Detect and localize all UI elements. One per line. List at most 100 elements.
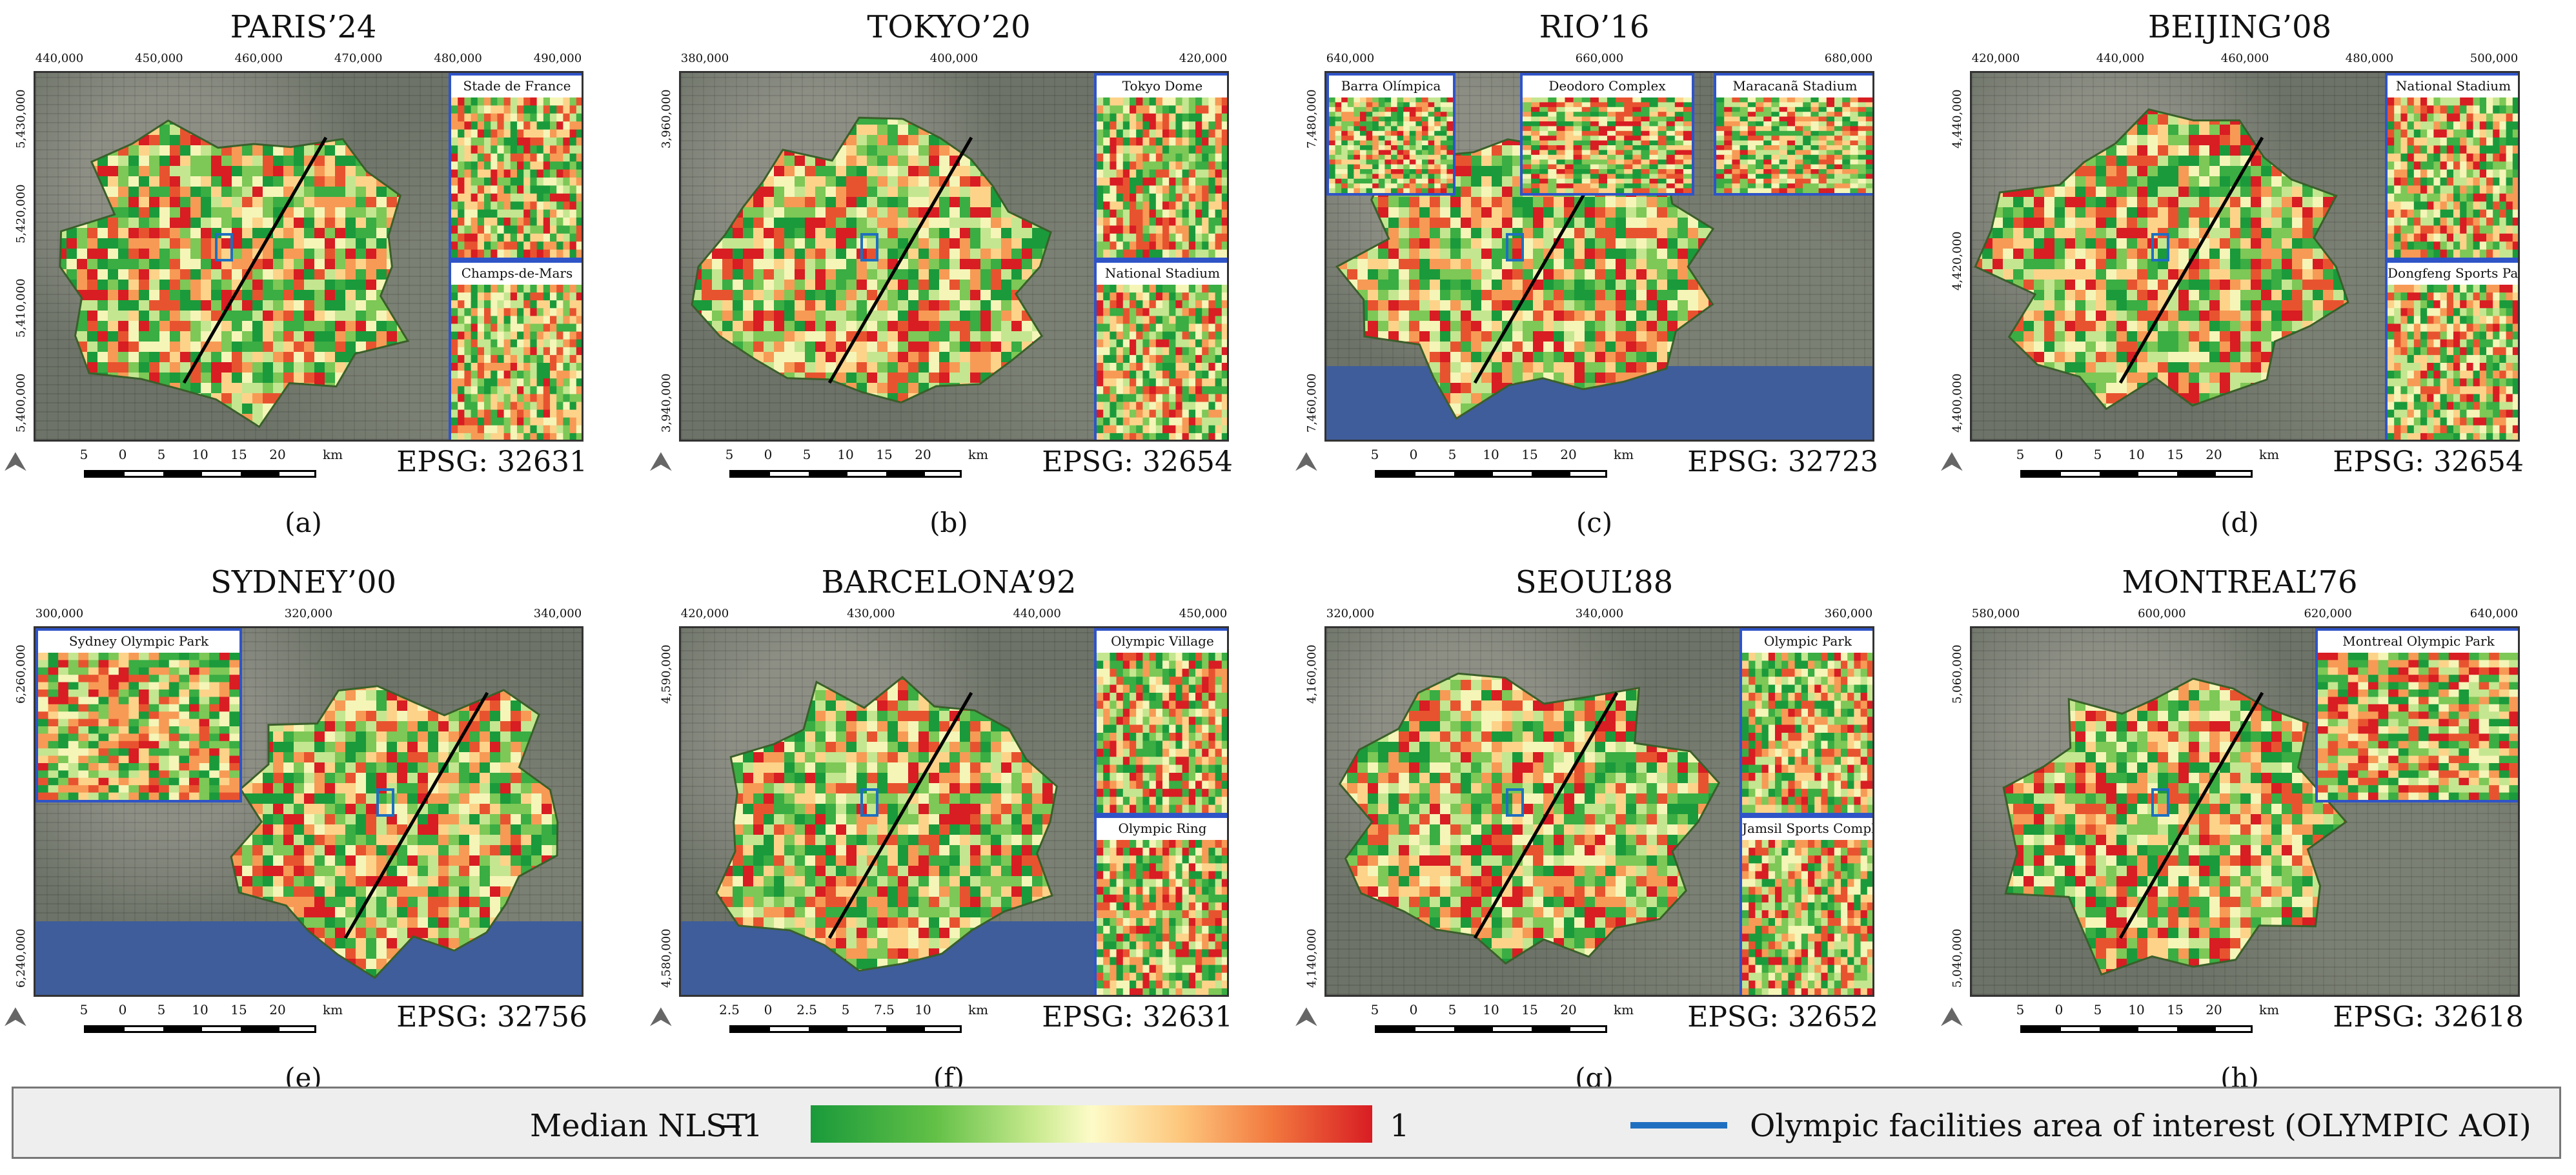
legend-color-ramp	[811, 1105, 1372, 1143]
inset-title: Barra Olímpica	[1329, 76, 1453, 99]
scale-label: 5	[842, 1002, 850, 1017]
olympic-aoi	[1506, 233, 1524, 261]
inset-raster	[451, 97, 582, 258]
olympic-aoi	[860, 233, 878, 261]
inset-body	[1742, 840, 1872, 995]
inset-raster	[2388, 285, 2518, 440]
map-panel-1: PARIS’24 440,000 450,000 460,000 470,000 480,…	[0, 0, 607, 581]
olympic-aoi	[376, 788, 394, 817]
inset-raster	[451, 285, 582, 440]
left-tick-label: 5,040,000	[1951, 928, 1964, 988]
satellite-map: Sydney Olympic Park	[34, 626, 583, 997]
scale-label: 15	[1521, 1002, 1537, 1017]
nlst-map	[1974, 108, 2349, 411]
scale-label: 10	[1483, 447, 1499, 462]
aoi-line-swatch	[1630, 1122, 1727, 1129]
epsg-code: EPSG: 32631	[1042, 1001, 1233, 1034]
left-tick-label: 6,260,000	[14, 644, 28, 704]
left-tick-label: 5,430,000	[14, 89, 28, 148]
top-tick-label: 420,000	[681, 607, 729, 620]
inset-body	[1523, 97, 1692, 193]
inset-body	[1097, 97, 1227, 258]
scale-label: 20	[269, 1002, 285, 1017]
top-tick-label: 640,000	[2470, 607, 2518, 620]
scale-label: 10	[192, 447, 208, 462]
left-tick-label: 4,590,000	[660, 644, 673, 704]
city-boundary	[691, 116, 1052, 404]
nlst-map	[1338, 672, 1721, 965]
left-coordinate-ticks: 5,060,000 5,040,000	[1936, 626, 1969, 997]
satellite-map: Barra Olímpica Deodoro Complex Maracanã St…	[1324, 71, 1874, 442]
scale-label: 5	[157, 447, 166, 462]
scale-label: 15	[2167, 447, 2183, 462]
panel-title: SYDNEY’00	[0, 564, 607, 600]
inset-raster	[2388, 97, 2518, 258]
top-tick-label: 360,000	[1825, 607, 1872, 620]
left-tick-label: 6,240,000	[14, 928, 28, 988]
scale-label: 15	[230, 1002, 247, 1017]
transect-line	[2118, 691, 2264, 939]
top-tick-label: 320,000	[1326, 607, 1374, 620]
inset-raster	[1742, 840, 1872, 995]
inset-map: Barra Olímpica	[1326, 73, 1455, 196]
left-tick-label: 3,940,000	[660, 373, 673, 433]
inset-map: Montreal Olympic Park	[2315, 628, 2518, 802]
inset-raster	[2318, 653, 2518, 800]
left-tick-label: 4,580,000	[660, 928, 673, 988]
inset-title: National Stadium	[1097, 263, 1227, 287]
scale-line	[84, 1025, 316, 1033]
top-tick-label: 620,000	[2304, 607, 2351, 620]
scale-line	[729, 470, 962, 478]
top-tick-label: 440,000	[2096, 52, 2144, 65]
scale-label: 10	[192, 1002, 208, 1017]
scale-label: 5	[1371, 447, 1379, 462]
water-area	[35, 921, 582, 995]
inset-map: Maracanã Stadium	[1714, 73, 1872, 196]
map-panel-6: BARCELONA’92 420,000 430,000 440,000 450,000…	[645, 555, 1252, 1136]
scale-label: km	[968, 1002, 988, 1017]
scale-label: 10	[837, 447, 853, 462]
top-tick-label: 580,000	[1972, 607, 2020, 620]
left-tick-label: 4,440,000	[1951, 89, 1964, 148]
scale-label: 0	[764, 447, 773, 462]
map-panel-5: SYDNEY’00 300,000 320,000 340,000 6,260,000 6…	[0, 555, 607, 1136]
inset-body	[1716, 97, 1872, 193]
scale-label: 5	[2094, 447, 2102, 462]
scale-label: km	[323, 447, 343, 462]
transect-line	[827, 136, 973, 384]
inset-body	[2388, 285, 2518, 440]
top-coordinate-ticks: 580,000 600,000 620,000 640,000	[1970, 607, 2520, 625]
left-coordinate-ticks: 4,160,000 4,140,000	[1291, 626, 1323, 997]
top-coordinate-ticks: 380,000 400,000 420,000	[679, 52, 1229, 70]
scale-label: 5	[80, 447, 88, 462]
inset-title: Olympic Ring	[1097, 818, 1227, 842]
scale-label: 10	[2128, 447, 2144, 462]
nlst-map	[35, 685, 582, 995]
inset-title: Montreal Olympic Park	[2318, 631, 2518, 655]
legend-min: −1	[717, 1108, 763, 1144]
north-arrow-icon: ⮝	[649, 445, 673, 478]
scale-line	[1375, 1025, 1607, 1033]
scale-label: 20	[269, 447, 285, 462]
scale-label: 15	[2167, 1002, 2183, 1017]
inset-map: Sydney Olympic Park	[35, 628, 242, 802]
top-tick-label: 460,000	[235, 52, 283, 65]
scale-label: 7.5	[874, 1002, 895, 1017]
city-boundary	[1974, 108, 2349, 411]
top-tick-label: 400,000	[930, 52, 978, 65]
scale-label: 5	[2016, 1002, 2025, 1017]
top-tick-label: 420,000	[1179, 52, 1227, 65]
scale-label: 2.5	[796, 1002, 817, 1017]
scale-label: 5	[725, 447, 734, 462]
inset-title: Jamsil Sports Complex	[1742, 818, 1872, 842]
inset-raster	[1097, 840, 1227, 995]
inset-raster	[1097, 97, 1227, 258]
epsg-code: EPSG: 32654	[2333, 445, 2524, 478]
scale-label: 15	[876, 447, 892, 462]
inset-body	[451, 285, 582, 440]
panel-title: PARIS’24	[0, 9, 607, 45]
scale-label: km	[2259, 1002, 2279, 1017]
top-tick-label: 480,000	[2346, 52, 2393, 65]
panel-sublabel: (b)	[645, 507, 1252, 538]
top-coordinate-ticks: 300,000 320,000 340,000	[34, 607, 583, 625]
